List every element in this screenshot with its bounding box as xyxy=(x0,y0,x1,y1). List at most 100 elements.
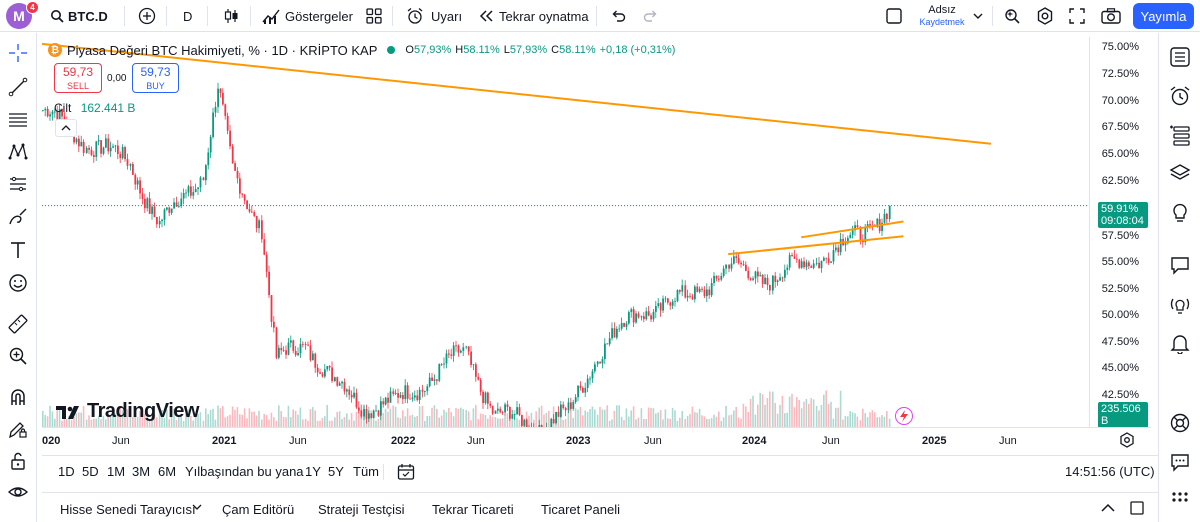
range-5y[interactable]: 5Y xyxy=(328,464,344,479)
range-5d[interactable]: 5D xyxy=(82,464,99,479)
zoom-in-tool[interactable] xyxy=(6,344,30,368)
fib-tool[interactable] xyxy=(6,108,30,132)
publish-button[interactable]: Yayımla xyxy=(1133,3,1194,29)
range-ytd[interactable]: Yılbaşından bu yana xyxy=(185,464,304,479)
expand-panel-button[interactable] xyxy=(1100,502,1116,517)
layers-button[interactable] xyxy=(1168,161,1192,185)
lock-drawings-tool[interactable] xyxy=(6,449,30,473)
time-axis[interactable]: 020 Jun 2021 Jun 2022 Jun 2023 Jun 2024 Jun 2025 Ju… xyxy=(42,427,1151,453)
interval-button[interactable]: D xyxy=(183,0,192,32)
screener-dropdown[interactable] xyxy=(192,501,202,515)
crosshair-tool[interactable] xyxy=(6,41,30,65)
candle-body xyxy=(175,202,178,207)
range-3m[interactable]: 3M xyxy=(132,464,151,479)
maximize-panel-button[interactable] xyxy=(1130,501,1144,518)
goto-date-button[interactable] xyxy=(397,463,415,484)
candle-body xyxy=(800,261,803,268)
candle-body xyxy=(815,262,818,264)
lock-drawing-mode-tool[interactable] xyxy=(6,417,30,441)
collapse-legend-button[interactable] xyxy=(55,119,77,137)
range-1m[interactable]: 1M xyxy=(107,464,126,479)
settings-button[interactable] xyxy=(1036,0,1054,32)
candle-body xyxy=(42,110,44,112)
square-icon xyxy=(886,8,902,24)
candle-body xyxy=(219,88,222,93)
buy-button[interactable]: 59,73 BUY xyxy=(132,63,179,93)
hide-drawings-tool[interactable] xyxy=(6,480,30,504)
volume-bar xyxy=(205,408,207,427)
undo-button[interactable] xyxy=(610,0,626,32)
pattern-tool[interactable] xyxy=(6,140,30,164)
axis-settings-icon[interactable] xyxy=(1119,432,1135,448)
candle-body xyxy=(44,108,47,111)
symbol-search-button[interactable]: BTC.D xyxy=(50,0,108,32)
emoji-tool[interactable] xyxy=(6,271,30,295)
fullscreen-button[interactable] xyxy=(1069,0,1085,32)
alerts-panel-button[interactable] xyxy=(1168,84,1192,108)
chart-type-button[interactable] xyxy=(222,0,240,32)
volume-bar xyxy=(248,408,251,427)
range-1y[interactable]: 1Y xyxy=(305,464,321,479)
prediction-tool[interactable] xyxy=(6,172,30,196)
candle-body xyxy=(859,227,862,240)
volume-bar xyxy=(579,407,582,427)
more-tools-button[interactable] xyxy=(1168,487,1192,511)
trendline-tool[interactable] xyxy=(6,75,30,99)
volume-bar xyxy=(757,404,759,427)
measure-tool[interactable] xyxy=(6,312,30,336)
volume-bar xyxy=(710,418,713,427)
range-all[interactable]: Tüm xyxy=(353,464,379,479)
magnet-tool[interactable] xyxy=(6,385,30,409)
object-tree-button[interactable] xyxy=(1168,123,1192,147)
volume-bar xyxy=(509,415,511,427)
compare-symbol-button[interactable] xyxy=(138,0,156,32)
quick-search-button[interactable] xyxy=(1003,0,1021,32)
series-title[interactable]: Piyasa Değeri BTC Hakimiyeti, % · 1D · K… xyxy=(67,42,378,58)
volume-legend[interactable]: Cilt 162.441 B xyxy=(54,101,135,115)
alert-button[interactable]: Uyarı xyxy=(406,0,462,32)
chats-button[interactable] xyxy=(1168,253,1192,277)
layout-select-checkbox[interactable] xyxy=(885,0,903,32)
chart-pane[interactable] xyxy=(42,37,1089,427)
volume-bar xyxy=(117,412,119,427)
event-flash-button[interactable] xyxy=(895,407,913,425)
layout-menu-button[interactable] xyxy=(972,0,984,32)
text-tool[interactable] xyxy=(6,238,30,262)
price-chart[interactable] xyxy=(42,37,1089,427)
utc-clock[interactable]: 14:51:56 (UTC) xyxy=(1065,464,1155,479)
volume-bar xyxy=(564,419,567,427)
brush-tool[interactable] xyxy=(6,205,30,229)
volume-bar xyxy=(70,420,73,427)
candle-body xyxy=(168,207,171,213)
layout-save-button[interactable]: Adsız Kaydetmek xyxy=(912,3,972,29)
help-button[interactable] xyxy=(1168,411,1192,435)
range-6m[interactable]: 6M xyxy=(158,464,177,479)
price-axis[interactable]: 75.00% 72.50% 70.00% 67.50% 65.00% 62.50% 57.5… xyxy=(1089,37,1151,429)
replay-button[interactable]: Tekrar oynatma xyxy=(478,0,589,32)
watchlist-button[interactable] xyxy=(1168,45,1192,69)
sell-button[interactable]: 59,73 SELL xyxy=(54,63,102,93)
volume-bar xyxy=(173,408,175,427)
tab-pine-editor[interactable]: Çam Editörü xyxy=(222,502,295,517)
candle-body xyxy=(652,311,655,320)
broadcast-button[interactable] xyxy=(1168,292,1192,316)
news-feed-button[interactable] xyxy=(1168,450,1192,474)
range-1d[interactable]: 1D xyxy=(58,464,75,479)
tab-trading-panel[interactable]: Ticaret Paneli xyxy=(541,502,620,517)
volume-bar xyxy=(402,410,404,427)
tab-strategy-tester[interactable]: Strateji Testçisi xyxy=(318,502,405,517)
candle-body xyxy=(888,205,891,219)
volume-bar xyxy=(85,419,88,427)
candle-body xyxy=(752,278,754,280)
candle-body xyxy=(886,213,888,219)
ideas-button[interactable] xyxy=(1168,200,1192,224)
indicators-icon xyxy=(262,9,280,24)
redo-button[interactable] xyxy=(643,0,659,32)
tab-stock-screener[interactable]: Hisse Senedi Tarayıcısı xyxy=(60,502,196,517)
indicators-button[interactable]: Göstergeler xyxy=(262,0,353,32)
volume-bar xyxy=(475,405,477,427)
notifications-button[interactable] xyxy=(1168,331,1192,355)
snapshot-button[interactable] xyxy=(1101,0,1121,32)
templates-button[interactable] xyxy=(366,0,382,32)
tab-replay-trading[interactable]: Tekrar Ticareti xyxy=(432,502,514,517)
